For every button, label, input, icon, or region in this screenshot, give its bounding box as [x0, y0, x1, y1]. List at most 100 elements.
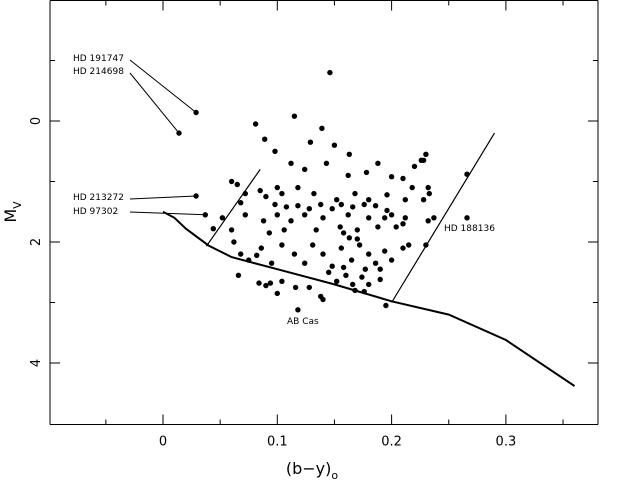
- data-point: [334, 197, 340, 203]
- data-point: [426, 190, 432, 197]
- data-point: [393, 224, 399, 230]
- data-point: [242, 190, 248, 197]
- data-point: [274, 212, 280, 218]
- data-point: [202, 212, 208, 218]
- data-point: [268, 260, 275, 266]
- data-point: [288, 218, 294, 224]
- data-point: [372, 260, 379, 266]
- x-axis-title: (b−y)o: [286, 459, 339, 482]
- data-point: [356, 242, 363, 248]
- data-point: [258, 245, 264, 251]
- data-point: [291, 251, 298, 257]
- data-point: [331, 142, 338, 148]
- plot-frame: [49, 0, 599, 425]
- data-point: [388, 257, 395, 263]
- data-point: [350, 204, 356, 210]
- data-point: [234, 181, 240, 188]
- data-point: [340, 230, 347, 236]
- data-point: [228, 227, 235, 233]
- data-point: [372, 203, 379, 209]
- data-point: [400, 175, 406, 182]
- data-point: [377, 266, 383, 272]
- data-point: [256, 280, 262, 286]
- data-point: [302, 212, 308, 218]
- data-point: [350, 281, 356, 288]
- data-point: [274, 290, 280, 297]
- annotation-leader-line: [129, 59, 197, 113]
- data-point: [252, 121, 259, 127]
- data-point: [263, 282, 269, 289]
- data-point: [388, 212, 395, 218]
- data-point: [310, 242, 316, 248]
- data-point: [464, 215, 470, 221]
- data-point: [388, 174, 395, 180]
- data-point: [337, 224, 343, 230]
- data-point: [318, 201, 324, 208]
- x-tick-label: 0.3: [496, 435, 517, 450]
- annotation-label: HD 214698: [73, 67, 124, 77]
- annotation-label: HD 191747: [73, 54, 124, 64]
- data-points: [176, 69, 470, 313]
- data-point: [366, 281, 372, 288]
- annotation-label: HD 188136: [444, 224, 495, 234]
- data-point: [334, 278, 340, 284]
- data-point: [338, 201, 344, 208]
- data-point: [266, 230, 272, 236]
- data-point: [193, 193, 199, 199]
- annotations: HD 191747 HD 214698 HD 213272 HD 97302 HD 18…: [73, 54, 495, 327]
- annotation-leader-line: [129, 195, 197, 200]
- data-point: [409, 184, 415, 191]
- data-point: [313, 227, 319, 233]
- axis-ticks: [50, 0, 598, 425]
- data-point: [411, 163, 418, 170]
- data-point: [423, 242, 429, 248]
- data-point: [231, 239, 237, 245]
- data-point: [272, 201, 278, 208]
- data-point: [295, 184, 301, 191]
- data-point: [210, 226, 216, 232]
- data-point: [279, 242, 285, 248]
- y-axis-title: MV: [1, 201, 24, 223]
- data-point: [348, 257, 355, 263]
- data-point: [366, 251, 372, 257]
- tick-labels: 0 0.1 0.2 0.3 0 2 4: [29, 117, 516, 450]
- x-tick-label: 0.1: [267, 435, 288, 450]
- data-point: [343, 272, 349, 278]
- data-point: [274, 184, 280, 191]
- data-point: [302, 166, 308, 173]
- y-tick-label: 0: [29, 117, 44, 125]
- data-point: [272, 148, 278, 154]
- data-point: [246, 257, 252, 263]
- data-point: [235, 272, 242, 278]
- data-point: [402, 197, 408, 203]
- y-tick-label: 2: [29, 238, 44, 246]
- zams-curve: [162, 210, 576, 387]
- data-point: [267, 280, 274, 286]
- data-point: [254, 252, 260, 258]
- data-point: [320, 251, 326, 257]
- data-point: [281, 227, 287, 233]
- data-point: [420, 197, 427, 203]
- data-point: [260, 218, 267, 224]
- data-point: [340, 264, 347, 271]
- data-point: [382, 248, 388, 254]
- data-point: [338, 245, 344, 251]
- annotation-leaders: [129, 59, 206, 216]
- data-point: [262, 136, 268, 142]
- data-point: [425, 184, 431, 191]
- x-axis-title-main: (b−y): [286, 459, 332, 478]
- data-point: [400, 245, 406, 251]
- y-tick-label: 4: [29, 359, 44, 367]
- data-point: [219, 215, 226, 221]
- data-point: [375, 224, 381, 230]
- data-point: [362, 266, 368, 272]
- data-point: [384, 192, 390, 198]
- x-tick-label: 0.2: [381, 435, 402, 450]
- annotation-label: AB Cas: [287, 317, 319, 327]
- annotation-label: HD 97302: [73, 207, 118, 217]
- data-point: [279, 190, 285, 197]
- data-point: [288, 160, 294, 166]
- data-point: [361, 288, 367, 295]
- annotation-label: HD 213272: [73, 193, 124, 203]
- data-point: [382, 215, 388, 221]
